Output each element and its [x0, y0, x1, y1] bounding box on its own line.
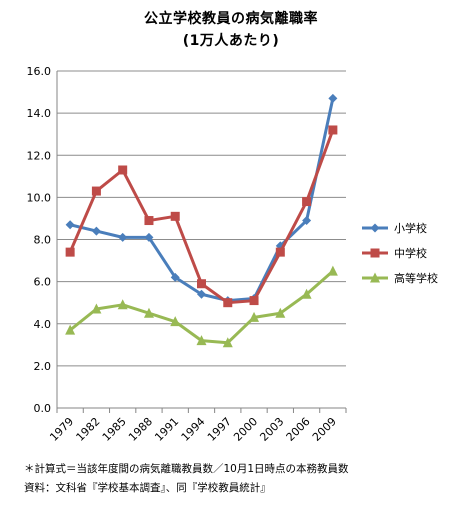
data-point: [222, 337, 233, 348]
data-point: [370, 248, 380, 258]
x-tick-label: 2003: [257, 415, 286, 444]
x-tick-label: 1982: [74, 415, 103, 444]
y-tick-label: 14.0: [27, 107, 52, 120]
y-tick-label: 6.0: [34, 276, 52, 289]
data-point: [275, 247, 285, 257]
series-1: [65, 93, 338, 306]
data-point: [144, 232, 154, 242]
data-point: [170, 316, 181, 327]
series-line: [68, 129, 335, 305]
x-tick-label: 2000: [231, 415, 260, 444]
x-tick-label: 2006: [284, 415, 313, 444]
data-point: [197, 289, 206, 299]
x-tick-label: 1997: [205, 415, 234, 444]
data-point: [91, 303, 102, 314]
y-tick-label: 10.0: [27, 191, 52, 204]
data-point: [302, 216, 312, 226]
data-point: [197, 279, 206, 289]
y-tick-label: 16.0: [27, 65, 52, 78]
data-point: [275, 307, 286, 318]
data-point: [91, 186, 101, 196]
source-note: 資料：文科省『学校基本調査』、同『学校教員統計』: [24, 482, 271, 494]
data-point: [370, 272, 380, 283]
data-point: [328, 93, 338, 103]
gridlines: [57, 70, 346, 367]
data-point: [117, 299, 128, 310]
data-point: [328, 125, 338, 135]
chart-title: 公立学校教員の病気離職率: [144, 11, 318, 27]
legend-label: 小学校: [394, 221, 427, 235]
data-point: [65, 220, 75, 230]
x-tick-label: 1994: [179, 415, 208, 444]
data-point: [196, 335, 207, 346]
formula-note: ＊計算式＝当該年度間の病気離職教員数／10月1日時点の本務教員数: [24, 463, 349, 475]
x-tick-label: 1979: [47, 415, 76, 444]
data-point: [144, 216, 154, 226]
x-tick-label: 1985: [100, 415, 129, 444]
data-point: [118, 165, 128, 175]
series-line: [69, 98, 335, 303]
y-tick-label: 12.0: [27, 149, 52, 162]
legend-label: 中学校: [394, 246, 427, 260]
data-point: [65, 247, 75, 257]
data-point: [327, 265, 338, 276]
y-tick-label: 4.0: [34, 318, 52, 331]
y-tick-label: 0.0: [34, 402, 52, 415]
y-tick-label: 2.0: [34, 360, 52, 373]
series-2: [65, 125, 338, 308]
data-point: [118, 232, 128, 242]
x-tick-label: 2009: [310, 415, 339, 444]
data-point: [249, 296, 259, 306]
y-tick-label: 8.0: [34, 234, 52, 247]
x-tick-label: 1991: [152, 415, 181, 444]
data-point: [91, 226, 101, 236]
data-point: [370, 223, 380, 233]
legend-item: 高等学校: [362, 271, 438, 285]
data-point: [249, 311, 260, 322]
data-point: [143, 307, 154, 318]
legend-item: 中学校: [362, 246, 427, 260]
data-point: [302, 197, 312, 207]
chart-subtitle: (1万人あたり): [182, 33, 280, 49]
legend-label: 高等学校: [394, 271, 438, 285]
data-point: [170, 272, 180, 282]
series-group: [65, 93, 338, 348]
data-point: [170, 211, 180, 221]
data-point: [301, 288, 312, 299]
data-point: [65, 324, 76, 335]
x-tick-label: 1988: [126, 415, 155, 444]
legend-item: 小学校: [362, 221, 427, 235]
data-point: [223, 298, 233, 308]
series-3: [65, 265, 338, 348]
